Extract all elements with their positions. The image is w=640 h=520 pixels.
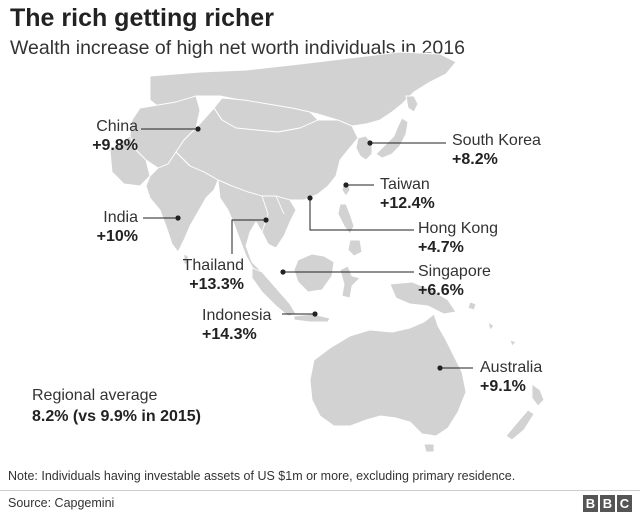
regional-average-label: Regional average [32, 387, 158, 404]
label-australia-value: +9.1% [480, 378, 526, 395]
label-indonesia-name: Indonesia [202, 307, 272, 324]
callouts [141, 126, 473, 371]
marker-hong-kong [307, 195, 313, 201]
land-sri-lanka [183, 253, 189, 265]
label-australia-name: Australia [480, 359, 543, 376]
footer-divider [0, 490, 640, 491]
label-hong-kong: Hong Kong +4.7% [418, 219, 498, 257]
bbc-logo-letter: B [583, 495, 598, 512]
label-indonesia: Indonesia +14.3% [202, 306, 271, 344]
land-russia [149, 51, 457, 127]
label-thailand-name: Thailand [182, 257, 244, 274]
label-india: India +10% [60, 208, 138, 246]
land-sulawesi [339, 265, 361, 299]
land-australia [309, 313, 467, 437]
label-taiwan: Taiwan +12.4% [380, 175, 435, 213]
label-south-korea-name: South Korea [452, 132, 541, 149]
label-china: China +9.8% [60, 117, 138, 155]
bbc-logo-letter: C [617, 495, 632, 512]
label-hong-kong-value: +4.7% [418, 239, 464, 256]
bbc-logo: B B C [583, 495, 632, 512]
marker-indonesia [312, 311, 318, 317]
label-australia: Australia +9.1% [480, 358, 542, 396]
land-pacific-islands [467, 301, 517, 347]
label-hong-kong-name: Hong Kong [418, 220, 499, 237]
marker-south-korea [367, 140, 373, 146]
land-new-zealand [505, 383, 545, 441]
label-taiwan-value: +12.4% [380, 195, 435, 212]
footnote: Note: Individuals having investable asse… [8, 469, 516, 483]
land-sumatra [251, 267, 297, 317]
marker-thailand [263, 217, 269, 223]
land-tasmania [423, 443, 435, 453]
label-singapore-name: Singapore [418, 263, 491, 280]
source-credit: Source: Capgemini [8, 496, 115, 510]
page-title: The rich getting richer [10, 4, 274, 32]
label-singapore-value: +6.6% [418, 282, 464, 299]
label-india-value: +10% [96, 228, 138, 245]
label-indonesia-value: +14.3% [202, 326, 257, 343]
label-south-korea-value: +8.2% [452, 151, 498, 168]
label-china-value: +9.8% [92, 137, 138, 154]
label-china-name: China [96, 118, 138, 135]
asia-pacific-map [109, 51, 545, 453]
land-new-guinea [389, 281, 457, 315]
land-japan [375, 95, 419, 159]
land-indochina [217, 179, 297, 283]
land-java [293, 313, 331, 323]
land-korea [355, 135, 373, 161]
land-borneo [293, 253, 335, 293]
label-thailand: Thailand +13.3% [150, 256, 244, 294]
marker-china [195, 126, 201, 132]
label-singapore: Singapore +6.6% [418, 262, 491, 300]
page-subtitle: Wealth increase of high net worth indivi… [10, 37, 465, 59]
label-india-name: India [103, 209, 138, 226]
marker-taiwan [343, 182, 349, 188]
marker-singapore [280, 269, 286, 275]
label-south-korea: South Korea +8.2% [452, 131, 541, 169]
marker-india [175, 215, 181, 221]
regional-average-value: 8.2% (vs 9.9% in 2015) [32, 408, 201, 425]
marker-australia [437, 365, 443, 371]
label-taiwan-name: Taiwan [380, 176, 430, 193]
bbc-logo-letter: B [600, 495, 615, 512]
border-lines [175, 107, 353, 233]
regional-average: Regional average 8.2% (vs 9.9% in 2015) [32, 385, 201, 427]
label-thailand-value: +13.3% [189, 276, 244, 293]
